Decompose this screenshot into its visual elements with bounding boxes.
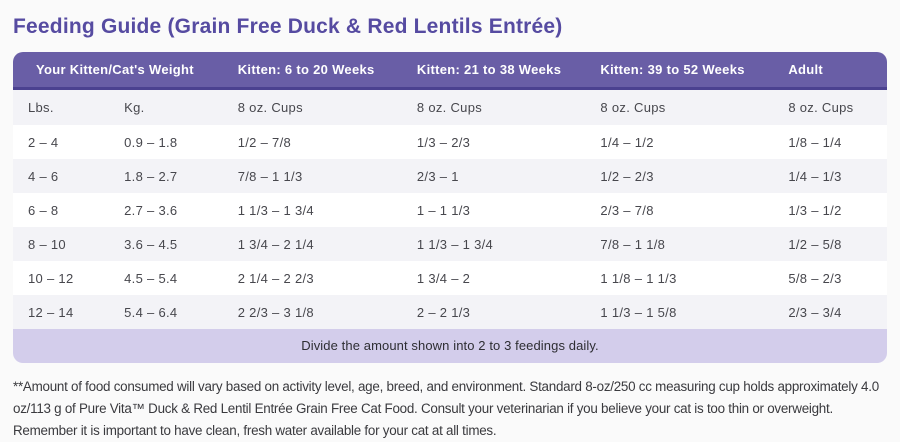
table-subheader-row: Lbs. Kg. 8 oz. Cups 8 oz. Cups 8 oz. Cup… — [13, 90, 887, 125]
column-header-cups-3: 8 oz. Cups — [585, 90, 774, 125]
column-header-cups-1: 8 oz. Cups — [222, 90, 402, 125]
column-header-cups-4: 8 oz. Cups — [773, 90, 887, 125]
table-cell: 1 1/3 – 1 3/4 — [222, 193, 402, 227]
table-cell: 1/4 – 1/3 — [773, 159, 887, 193]
column-group-kitten-6-20: Kitten: 6 to 20 Weeks — [222, 52, 402, 90]
column-header-cups-2: 8 oz. Cups — [401, 90, 586, 125]
table-row: 6 – 8 2.7 – 3.6 1 1/3 – 1 3/4 1 – 1 1/3 2/3 … — [13, 193, 887, 227]
table-cell: 1/8 – 1/4 — [773, 125, 887, 159]
table-group-header-row: Your Kitten/Cat's Weight Kitten: 6 to 20… — [13, 52, 887, 90]
table-cell: 7/8 – 1 1/3 — [222, 159, 402, 193]
page-title: Feeding Guide (Grain Free Duck & Red Len… — [13, 15, 563, 38]
table-body: 2 – 4 0.9 – 1.8 1/2 – 7/8 1/3 – 2/3 1/4 – 1/… — [13, 125, 887, 329]
column-header-lbs: Lbs. — [13, 90, 110, 125]
table-cell: 4 – 6 — [13, 159, 110, 193]
table-cell: 2 2/3 – 3 1/8 — [222, 295, 402, 329]
column-group-adult: Adult — [773, 52, 887, 90]
footnote-text: **Amount of food consumed will vary base… — [13, 379, 879, 438]
table-cell: 1 1/3 – 1 3/4 — [401, 227, 586, 261]
table-cell: 2 1/4 – 2 2/3 — [222, 261, 402, 295]
table-cell: 8 – 10 — [13, 227, 110, 261]
table-cell: 1 3/4 – 2 — [401, 261, 586, 295]
table-cell: 12 – 14 — [13, 295, 110, 329]
table-cell: 2.7 – 3.6 — [109, 193, 223, 227]
table-cell: 10 – 12 — [13, 261, 110, 295]
column-header-kg: Kg. — [109, 90, 223, 125]
table-cell: 2/3 – 7/8 — [585, 193, 774, 227]
table-row: 8 – 10 3.6 – 4.5 1 3/4 – 2 1/4 1 1/3 – 1 3/… — [13, 227, 887, 261]
table-cell: 1.8 – 2.7 — [109, 159, 223, 193]
table-row: 12 – 14 5.4 – 6.4 2 2/3 – 3 1/8 2 – 2 1/3 1 … — [13, 295, 887, 329]
table-cell: 5.4 – 6.4 — [109, 295, 223, 329]
feeding-guide-table-container: Your Kitten/Cat's Weight Kitten: 6 to 20… — [13, 52, 887, 363]
table-cell: 2/3 – 3/4 — [773, 295, 887, 329]
column-group-weight: Your Kitten/Cat's Weight — [13, 52, 223, 90]
table-cell: 3.6 – 4.5 — [109, 227, 223, 261]
table-row: 4 – 6 1.8 – 2.7 7/8 – 1 1/3 2/3 – 1 1/2 – 2/… — [13, 159, 887, 193]
table-cell: 7/8 – 1 1/8 — [585, 227, 774, 261]
table-cell: 2 – 4 — [13, 125, 110, 159]
table-cell: 5/8 – 2/3 — [773, 261, 887, 295]
table-cell: 0.9 – 1.8 — [109, 125, 223, 159]
table-cell: 4.5 – 5.4 — [109, 261, 223, 295]
table-cell: 2/3 – 1 — [401, 159, 586, 193]
table-cell: 1/4 – 1/2 — [585, 125, 774, 159]
column-group-kitten-39-52: Kitten: 39 to 52 Weeks — [585, 52, 774, 90]
column-group-kitten-21-38: Kitten: 21 to 38 Weeks — [401, 52, 586, 90]
table-cell: 1 3/4 – 2 1/4 — [222, 227, 402, 261]
table-cell: 1/2 – 7/8 — [222, 125, 402, 159]
table-cell: 1 1/8 – 1 1/3 — [585, 261, 774, 295]
table-cell: 6 – 8 — [13, 193, 110, 227]
table-cell: 1/2 – 2/3 — [585, 159, 774, 193]
table-cell: 1/3 – 2/3 — [401, 125, 586, 159]
feeding-guide-table: Your Kitten/Cat's Weight Kitten: 6 to 20… — [13, 52, 887, 329]
feedings-note-bar: Divide the amount shown into 2 to 3 feed… — [13, 329, 887, 363]
table-cell: 1 1/3 – 1 5/8 — [585, 295, 774, 329]
table-cell: 2 – 2 1/3 — [401, 295, 586, 329]
table-cell: 1/2 – 5/8 — [773, 227, 887, 261]
table-cell: 1 – 1 1/3 — [401, 193, 586, 227]
table-cell: 1/3 – 1/2 — [773, 193, 887, 227]
table-row: 2 – 4 0.9 – 1.8 1/2 – 7/8 1/3 – 2/3 1/4 – 1/… — [13, 125, 887, 159]
